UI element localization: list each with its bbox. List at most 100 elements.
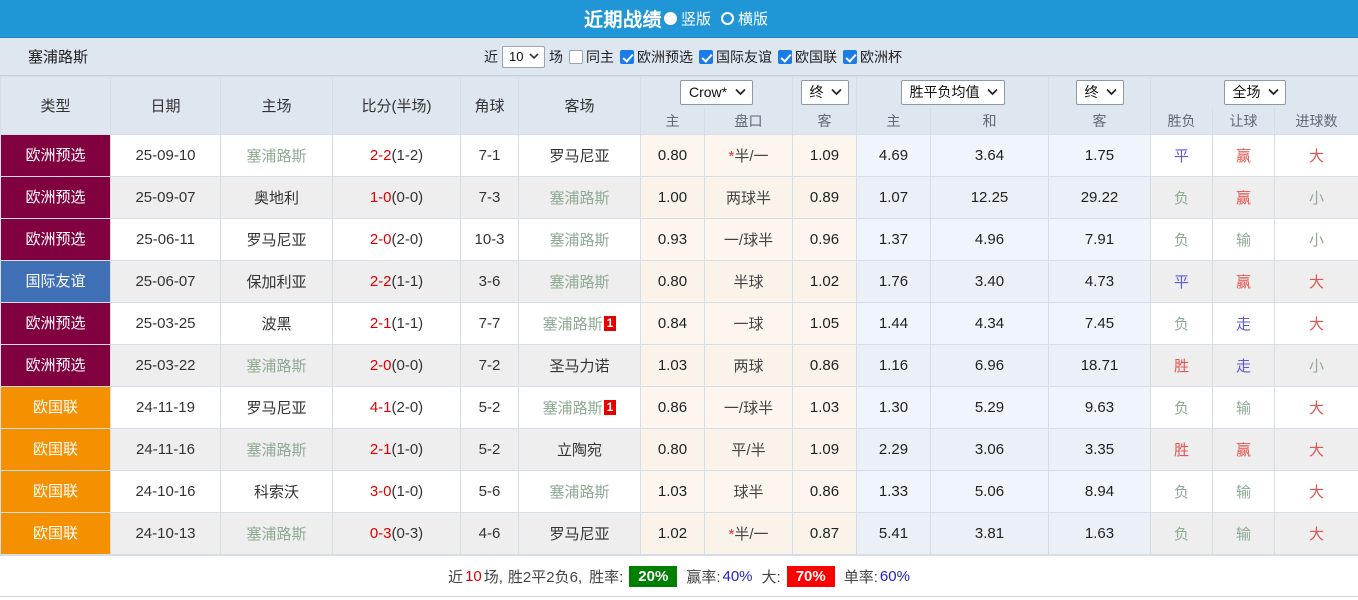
cell-home-team[interactable]: 塞浦路斯 bbox=[220, 428, 333, 471]
table-row[interactable]: 欧国联 24-11-19 罗马尼亚 4-1(2-0) 5-2 塞浦路斯 1 0.86 一/球半 1… bbox=[0, 386, 1358, 429]
away-team-name[interactable]: 塞浦路斯 bbox=[549, 274, 610, 291]
cell-odds-home: 1.33 bbox=[856, 470, 931, 513]
league-badge: 欧洲预选 bbox=[1, 345, 110, 386]
view-mode-horizontal[interactable]: 横版 bbox=[721, 8, 774, 29]
summary-hcprate-label: 赢率: bbox=[686, 568, 721, 586]
comp-3-checkbox[interactable] bbox=[843, 49, 857, 64]
home-team-name[interactable]: 塞浦路斯 bbox=[246, 148, 307, 165]
odds-book-select[interactable]: 胜平负均值 bbox=[900, 79, 1005, 105]
cell-result-goals: 大 bbox=[1274, 386, 1358, 429]
table-row[interactable]: 欧国联 24-11-16 塞浦路斯 2-1(1-0) 5-2 立陶宛 0.80 平/半 1.09… bbox=[0, 428, 1358, 471]
cell-odds-draw: 6.96 bbox=[930, 344, 1049, 387]
cell-handicap-line: *半/一 bbox=[704, 512, 793, 555]
cell-away-team[interactable]: 塞浦路斯 1 bbox=[518, 386, 641, 429]
table-row[interactable]: 欧洲预选 25-03-22 塞浦路斯 2-0(0-0) 7-2 圣马力诺 1.03 两球 0.8… bbox=[0, 344, 1358, 387]
odds-stage-cell: 终 bbox=[1048, 76, 1151, 108]
table-row[interactable]: 欧洲预选 25-03-25 波黑 2-1(1-1) 7-7 塞浦路斯 1 0.84 一球 1.05… bbox=[0, 302, 1358, 345]
red-card-badge: 1 bbox=[603, 316, 617, 331]
away-team-name[interactable]: 塞浦路斯 bbox=[542, 316, 603, 333]
cell-odds-away: 7.45 bbox=[1048, 302, 1151, 345]
score-value: 2-1(1-1) bbox=[369, 315, 424, 332]
score-value: 2-1(1-0) bbox=[369, 441, 424, 458]
away-team-name[interactable]: 塞浦路斯 bbox=[542, 400, 603, 417]
cell-odds-away: 7.91 bbox=[1048, 218, 1151, 261]
home-team-name[interactable]: 科索沃 bbox=[253, 484, 299, 501]
home-team-name[interactable]: 罗马尼亚 bbox=[246, 400, 307, 417]
cell-result-handicap: 赢 bbox=[1212, 176, 1275, 219]
cell-away-team[interactable]: 塞浦路斯 1 bbox=[518, 302, 641, 345]
cell-home-team[interactable]: 波黑 bbox=[220, 302, 333, 345]
page-title: 近期战绩 bbox=[583, 10, 662, 31]
away-team-name[interactable]: 塞浦路斯 bbox=[549, 190, 610, 207]
home-team-name[interactable]: 塞浦路斯 bbox=[246, 526, 307, 543]
away-team-name[interactable]: 塞浦路斯 bbox=[549, 232, 610, 249]
cell-league: 欧洲预选 bbox=[0, 176, 111, 219]
cell-away-team[interactable]: 罗马尼亚 bbox=[518, 512, 641, 555]
cell-away-team[interactable]: 塞浦路斯 bbox=[518, 176, 641, 219]
radio-unselected-icon[interactable] bbox=[721, 12, 734, 25]
cell-home-team[interactable]: 奥地利 bbox=[220, 176, 333, 219]
cell-home-team[interactable]: 保加利亚 bbox=[220, 260, 333, 303]
cell-home-team[interactable]: 科索沃 bbox=[220, 470, 333, 513]
same-home-checkbox[interactable] bbox=[569, 49, 583, 64]
cell-result-handicap: 输 bbox=[1212, 470, 1275, 513]
home-team-name[interactable]: 塞浦路斯 bbox=[246, 442, 307, 459]
cell-handicap-home: 1.00 bbox=[640, 176, 705, 219]
comp-0-checkbox[interactable] bbox=[620, 49, 634, 64]
cell-away-team[interactable]: 立陶宛 bbox=[518, 428, 641, 471]
cell-home-team[interactable]: 塞浦路斯 bbox=[220, 512, 333, 555]
home-team-name[interactable]: 塞浦路斯 bbox=[246, 358, 307, 375]
table-row[interactable]: 欧国联 24-10-16 科索沃 3-0(1-0) 5-6 塞浦路斯 1.03 球半 0.86 1… bbox=[0, 470, 1358, 513]
cell-away-team[interactable]: 塞浦路斯 bbox=[518, 218, 641, 261]
cell-away-team[interactable]: 塞浦路斯 bbox=[518, 470, 641, 513]
cell-odds-away: 18.71 bbox=[1048, 344, 1151, 387]
cell-away-team[interactable]: 圣马力诺 bbox=[518, 344, 641, 387]
result-scope-select[interactable]: 全场 bbox=[1223, 79, 1286, 105]
away-team-name[interactable]: 罗马尼亚 bbox=[549, 148, 610, 165]
recent-prefix-label: 近 bbox=[484, 48, 498, 65]
cell-result-wl: 负 bbox=[1150, 470, 1213, 513]
cell-result-handicap: 赢 bbox=[1212, 134, 1275, 177]
cell-handicap-away: 0.96 bbox=[792, 218, 857, 261]
cell-home-team[interactable]: 罗马尼亚 bbox=[220, 386, 333, 429]
summary-record: 胜2平2负6, bbox=[507, 568, 583, 586]
cell-home-team[interactable]: 罗马尼亚 bbox=[220, 218, 333, 261]
away-team-name[interactable]: 罗马尼亚 bbox=[549, 526, 610, 543]
table-row[interactable]: 国际友谊 25-06-07 保加利亚 2-2(1-1) 3-6 塞浦路斯 0.80 半球 1.0… bbox=[0, 260, 1358, 303]
cell-handicap-away: 0.87 bbox=[792, 512, 857, 555]
cell-result-wl: 平 bbox=[1150, 134, 1213, 177]
cell-handicap-home: 0.93 bbox=[640, 218, 705, 261]
match-count-select[interactable]: 10 bbox=[502, 45, 545, 68]
home-team-name[interactable]: 保加利亚 bbox=[246, 274, 307, 291]
cell-score: 2-0(0-0) bbox=[332, 344, 461, 387]
radio-selected-icon[interactable] bbox=[663, 12, 677, 25]
table-row[interactable]: 欧洲预选 25-09-10 塞浦路斯 2-2(1-2) 7-1 罗马尼亚 0.80 *半/一 1… bbox=[0, 134, 1358, 177]
cell-home-team[interactable]: 塞浦路斯 bbox=[220, 134, 333, 177]
cell-home-team[interactable]: 塞浦路斯 bbox=[220, 344, 333, 387]
view-mode-vertical[interactable]: 竖版 bbox=[663, 8, 717, 29]
cell-away-team[interactable]: 罗马尼亚 bbox=[518, 134, 641, 177]
home-team-name[interactable]: 奥地利 bbox=[253, 190, 299, 207]
cell-away-team[interactable]: 塞浦路斯 bbox=[518, 260, 641, 303]
cell-result-wl: 负 bbox=[1150, 218, 1213, 261]
comp-2-checkbox[interactable] bbox=[778, 49, 792, 64]
home-team-name[interactable]: 波黑 bbox=[261, 316, 292, 333]
handicap-stage-select[interactable]: 终 bbox=[800, 79, 849, 105]
away-team-name[interactable]: 立陶宛 bbox=[556, 442, 602, 459]
handicap-book-select[interactable]: Crow* bbox=[680, 79, 753, 105]
comp-1-checkbox[interactable] bbox=[699, 49, 713, 64]
table-row[interactable]: 欧洲预选 25-06-11 罗马尼亚 2-0(2-0) 10-3 塞浦路斯 0.93 一/球半… bbox=[0, 218, 1358, 261]
away-team-name[interactable]: 圣马力诺 bbox=[549, 358, 610, 375]
table-row[interactable]: 欧国联 24-10-13 塞浦路斯 0-3(0-3) 4-6 罗马尼亚 1.02 *半/一 0.… bbox=[0, 512, 1358, 555]
cell-date: 25-03-22 bbox=[110, 344, 221, 387]
cell-odds-home: 4.69 bbox=[856, 134, 931, 177]
table-row[interactable]: 欧洲预选 25-09-07 奥地利 1-0(0-0) 7-3 塞浦路斯 1.00 两球半 0.8… bbox=[0, 176, 1358, 219]
cell-handicap-home: 0.84 bbox=[640, 302, 705, 345]
away-team-name[interactable]: 塞浦路斯 bbox=[549, 484, 610, 501]
home-team-name[interactable]: 罗马尼亚 bbox=[246, 232, 307, 249]
odds-stage-select[interactable]: 终 bbox=[1075, 79, 1124, 105]
cell-handicap-away: 0.86 bbox=[792, 470, 857, 513]
cell-odds-away: 1.75 bbox=[1048, 134, 1151, 177]
cell-league: 欧国联 bbox=[0, 470, 111, 513]
cell-handicap-away: 0.86 bbox=[792, 344, 857, 387]
